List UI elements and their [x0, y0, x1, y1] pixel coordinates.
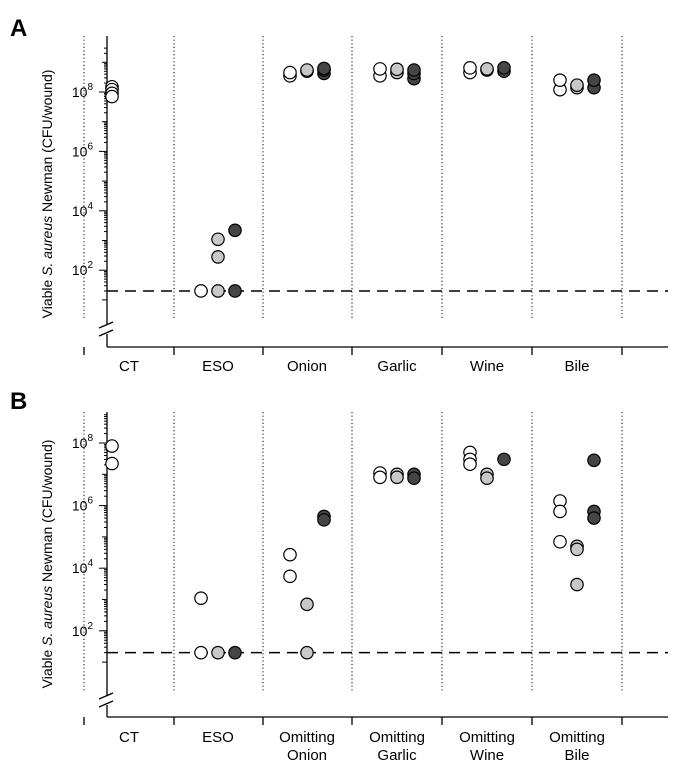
data-point — [570, 542, 584, 557]
data-point — [373, 62, 387, 76]
data-point — [228, 645, 242, 660]
axis-break-mark — [98, 700, 114, 708]
data-point — [463, 457, 477, 472]
data-point — [463, 61, 477, 75]
panel-B: B 102 104 106 108 Viable S. aureus Newman (CF… — [10, 388, 668, 764]
category-label: Omitting Garlic — [369, 729, 425, 764]
panel-letter: B — [10, 388, 27, 415]
data-point — [300, 63, 314, 77]
y-tick-label: 104 — [72, 558, 94, 576]
data-point — [300, 597, 314, 612]
y-tick-label: 108 — [72, 82, 94, 100]
data-point — [211, 284, 225, 298]
panel-A: A 102 104 106 108 Viable S. aureus Newman (CF… — [10, 15, 668, 375]
data-point — [570, 577, 584, 592]
axis-break-mark — [98, 329, 114, 337]
data-point — [283, 547, 297, 562]
data-point — [228, 223, 242, 238]
data-point — [480, 62, 494, 76]
data-point — [194, 591, 208, 606]
y-tick-label: 102 — [72, 621, 94, 639]
y-tick-label: 108 — [72, 433, 94, 451]
data-point — [317, 513, 331, 527]
data-point — [407, 471, 421, 486]
data-point — [553, 534, 567, 549]
category-label: CT — [119, 729, 139, 746]
data-point — [283, 569, 297, 584]
data-point — [211, 250, 225, 264]
category-label: Onion — [287, 358, 327, 375]
data-point — [497, 452, 511, 467]
data-point — [105, 89, 119, 104]
data-point — [390, 470, 404, 485]
data-point — [407, 63, 421, 77]
data-point — [587, 453, 601, 468]
data-point — [105, 456, 119, 471]
category-label: Garlic — [377, 358, 417, 375]
data-point — [373, 470, 387, 485]
y-axis-label: Viable S. aureus Newman (CFU/wound) — [39, 440, 55, 689]
data-point — [480, 471, 494, 486]
category-label: Omitting Wine — [459, 729, 515, 764]
category-label: ESO — [202, 358, 234, 375]
axis-break-mark — [98, 692, 114, 700]
data-point — [211, 645, 225, 660]
data-point — [317, 61, 331, 76]
data-point — [105, 439, 119, 453]
data-point — [553, 504, 567, 519]
y-tick-label: 106 — [72, 141, 94, 159]
data-point — [570, 78, 584, 92]
category-label: Wine — [470, 358, 504, 375]
data-point — [283, 65, 297, 80]
data-point — [194, 645, 208, 660]
y-tick-label: 104 — [72, 201, 94, 219]
category-label: Bile — [564, 358, 589, 375]
category-label: ESO — [202, 729, 234, 746]
data-point — [390, 62, 404, 77]
category-label: Omitting Onion — [279, 729, 335, 764]
axis-break-mark — [98, 321, 114, 329]
y-tick-label: 106 — [72, 496, 94, 514]
category-label: Omitting Bile — [549, 729, 605, 764]
data-point — [587, 511, 601, 525]
data-point — [587, 73, 601, 87]
y-axis-label: Viable S. aureus Newman (CFU/wound) — [39, 70, 55, 319]
data-point — [228, 284, 242, 298]
y-tick-label: 102 — [72, 260, 94, 278]
data-point — [553, 73, 567, 87]
data-point — [211, 232, 225, 247]
data-point — [194, 284, 208, 298]
panel-letter: A — [10, 15, 27, 42]
data-point — [497, 61, 511, 75]
category-label: CT — [119, 358, 139, 375]
data-point — [300, 645, 314, 660]
